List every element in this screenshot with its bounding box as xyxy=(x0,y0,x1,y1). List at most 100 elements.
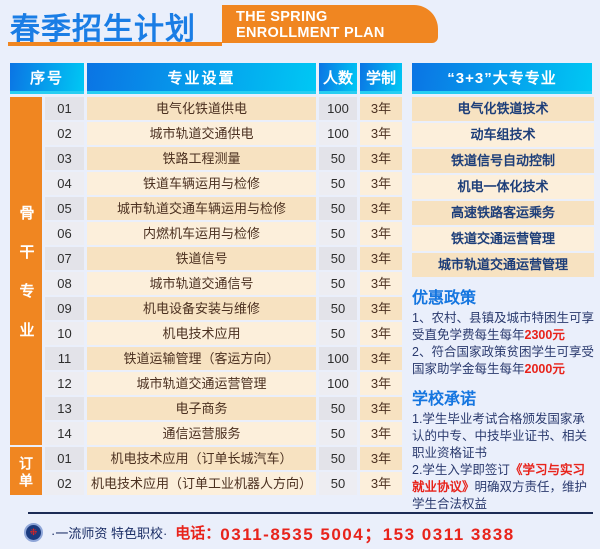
duration-cell: 3年 xyxy=(360,297,402,320)
college-major-item: 城市轨道交通运营管理 xyxy=(412,253,594,277)
promise-line: 1.学生毕业考试合格颁发国家承认的中专、中技毕业证书、相关职业资格证书 xyxy=(412,411,594,462)
count-cell: 50 xyxy=(319,472,357,495)
column-header-count: 人数 xyxy=(319,63,357,94)
major-cell: 电子商务 xyxy=(87,397,316,420)
duration-cell: 3年 xyxy=(360,197,402,220)
count-cell: 50 xyxy=(319,197,357,220)
serial-cell: 14 xyxy=(45,422,84,445)
promise-line: 2.学生入学即签订《学习与实习就业协议》明确双方责任，维护学生合法权益 xyxy=(412,462,594,513)
duration-cell: 3年 xyxy=(360,97,402,120)
duration-cell: 3年 xyxy=(360,147,402,170)
count-cell: 50 xyxy=(319,247,357,270)
duration-column: 3年 3年 3年 3年 3年 3年 3年 3年 3年 3年 3年 3年 3年 3年 3年 3年 xyxy=(360,97,402,497)
college-majors-header: “3+3”大专专业 xyxy=(412,63,592,94)
serial-cell: 02 xyxy=(45,472,84,495)
promise-body: 1.学生毕业考试合格颁发国家承认的中专、中技毕业证书、相关职业资格证书 2.学生入… xyxy=(412,411,594,513)
serial-cell: 04 xyxy=(45,172,84,195)
right-panel: 电气化铁道技术 动车组技术 铁道信号自动控制 机电一体化技术 高速铁路客运乘务 铁道交通运… xyxy=(412,97,594,513)
duration-cell: 3年 xyxy=(360,422,402,445)
count-cell: 50 xyxy=(319,422,357,445)
serial-cell: 09 xyxy=(45,297,84,320)
count-cell: 50 xyxy=(319,322,357,345)
major-cell: 机电技术应用（订单工业机器人方向） xyxy=(87,472,316,495)
group-label: 订单 xyxy=(10,447,42,495)
college-major-item: 机电一体化技术 xyxy=(412,175,594,199)
policy-line: 2、符合国家政策贫困学生可享受国家助学金每生每年2000元 xyxy=(412,344,594,378)
phone-label: 电话： xyxy=(175,524,221,542)
serial-cell: 05 xyxy=(45,197,84,220)
group-sidebar: 骨干专业 订单 xyxy=(10,97,42,497)
count-cell: 100 xyxy=(319,347,357,370)
count-cell: 50 xyxy=(319,447,357,470)
duration-cell: 3年 xyxy=(360,222,402,245)
duration-cell: 3年 xyxy=(360,322,402,345)
count-cell: 100 xyxy=(319,122,357,145)
college-major-item: 电气化铁道技术 xyxy=(412,97,594,121)
phone-numbers: 0311-8535 5004；153 0311 3838 xyxy=(220,524,515,544)
serial-column: 01 02 03 04 05 06 07 08 09 10 11 12 13 14 01 02 xyxy=(45,97,84,497)
count-cell: 50 xyxy=(319,397,357,420)
count-cell: 50 xyxy=(319,172,357,195)
policy-highlight: 2000元 xyxy=(524,362,565,376)
promise-text: 1.学生毕业考试合格颁发国家承认的中专、中技毕业证书、相关职业资格证书 xyxy=(412,412,588,460)
duration-cell: 3年 xyxy=(360,447,402,470)
serial-cell: 02 xyxy=(45,122,84,145)
duration-cell: 3年 xyxy=(360,247,402,270)
policy-body: 1、农村、县镇及城市特困生可享受直免学费每生每年2300元 2、符合国家政策贫困学… xyxy=(412,310,594,378)
promise-title: 学校承诺 xyxy=(412,391,477,408)
major-cell: 城市轨道交通信号 xyxy=(87,272,316,295)
major-cell: 机电技术应用 xyxy=(87,322,316,345)
duration-cell: 3年 xyxy=(360,272,402,295)
major-cell: 城市轨道交通供电 xyxy=(87,122,316,145)
count-column: 100 100 50 50 50 50 50 50 50 50 100 100 50 50 50 50 xyxy=(319,97,357,497)
serial-cell: 11 xyxy=(45,347,84,370)
policy-line: 1、农村、县镇及城市特困生可享受直免学费每生每年2300元 xyxy=(412,310,594,344)
page-subtitle: THE SPRING ENROLLMENT PLAN xyxy=(222,5,438,43)
college-major-item: 动车组技术 xyxy=(412,123,594,147)
promise-text: 明确双方责任，维护学生合法权益 xyxy=(412,480,588,511)
school-badge-icon: ❉ xyxy=(24,522,43,542)
count-cell: 50 xyxy=(319,222,357,245)
college-major-item: 铁道交通运营管理 xyxy=(412,227,594,251)
serial-cell: 06 xyxy=(45,222,84,245)
major-cell: 内燃机车运用与检修 xyxy=(87,222,316,245)
count-cell: 100 xyxy=(319,372,357,395)
duration-cell: 3年 xyxy=(360,472,402,495)
serial-cell: 07 xyxy=(45,247,84,270)
college-majors-list: 电气化铁道技术 动车组技术 铁道信号自动控制 机电一体化技术 高速铁路客运乘务 铁道交通运… xyxy=(412,97,594,277)
policy-text: 2、符合国家政策贫困学生可享受国家助学金每生每年 xyxy=(412,345,594,376)
serial-cell: 13 xyxy=(45,397,84,420)
policy-title: 优惠政策 xyxy=(412,290,477,307)
count-cell: 50 xyxy=(319,297,357,320)
duration-cell: 3年 xyxy=(360,347,402,370)
table-body: 骨干专业 订单 01 02 03 04 05 06 07 08 09 10 11 12 13 14 01 02 … xyxy=(10,97,402,497)
serial-cell: 10 xyxy=(45,322,84,345)
footer-slogan: ·一流师资 特色职校· xyxy=(51,525,168,541)
major-cell: 机电设备安装与维修 xyxy=(87,297,316,320)
major-cell: 城市轨道交通运营管理 xyxy=(87,372,316,395)
group-label: 骨干专业 xyxy=(10,97,42,445)
promise-text: 2.学生入学即签订 xyxy=(412,463,510,477)
major-cell: 通信运营服务 xyxy=(87,422,316,445)
major-cell: 铁道车辆运用与检修 xyxy=(87,172,316,195)
footer: ❉ ·一流师资 特色职校· 电话： 0311-8535 5004；153 031… xyxy=(24,518,596,546)
footer-divider xyxy=(28,512,593,514)
duration-cell: 3年 xyxy=(360,172,402,195)
count-cell: 100 xyxy=(319,97,357,120)
serial-cell: 08 xyxy=(45,272,84,295)
college-major-item: 铁道信号自动控制 xyxy=(412,149,594,173)
major-cell: 城市轨道交通车辆运用与检修 xyxy=(87,197,316,220)
promise-highlight: 《学习与实习就业协议》 xyxy=(412,463,585,494)
major-column: 电气化铁道供电 城市轨道交通供电 铁路工程测量 铁道车辆运用与检修 城市轨道交通车辆运用… xyxy=(87,97,316,497)
serial-cell: 12 xyxy=(45,372,84,395)
serial-cell: 01 xyxy=(45,447,84,470)
count-cell: 50 xyxy=(319,147,357,170)
subtitle-line-1: THE SPRING xyxy=(236,9,328,25)
count-cell: 50 xyxy=(319,272,357,295)
major-cell: 铁道运输管理（客运方向） xyxy=(87,347,316,370)
title-underline xyxy=(8,42,222,46)
table-header: 序号 专业设置 人数 学制 xyxy=(10,63,402,94)
major-cell: 电气化铁道供电 xyxy=(87,97,316,120)
major-cell: 铁路工程测量 xyxy=(87,147,316,170)
